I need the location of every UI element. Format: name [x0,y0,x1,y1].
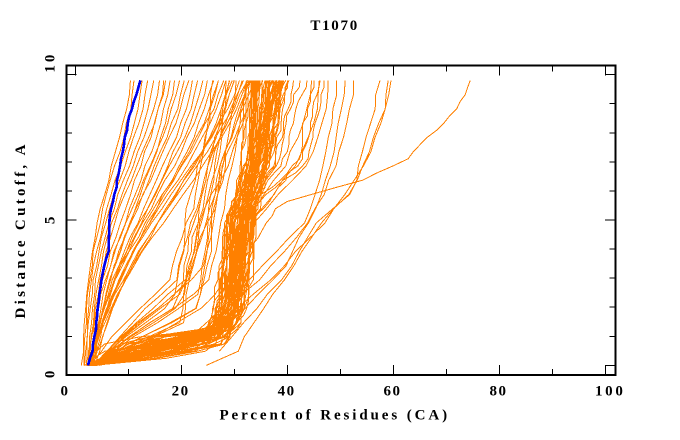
svg-text:20: 20 [172,383,190,399]
svg-text:60: 60 [384,383,402,399]
svg-text:Percent of Residues (CA): Percent of Residues (CA) [219,408,450,424]
svg-text:Distance Cutoff, A: Distance Cutoff, A [13,141,29,318]
svg-text:5: 5 [42,217,58,225]
svg-text:T1070: T1070 [310,18,359,34]
svg-text:10: 10 [42,52,58,73]
svg-text:0: 0 [42,371,58,379]
svg-text:100: 100 [595,383,626,399]
svg-text:40: 40 [278,383,296,399]
svg-text:0: 0 [61,383,69,399]
svg-text:80: 80 [489,383,507,399]
